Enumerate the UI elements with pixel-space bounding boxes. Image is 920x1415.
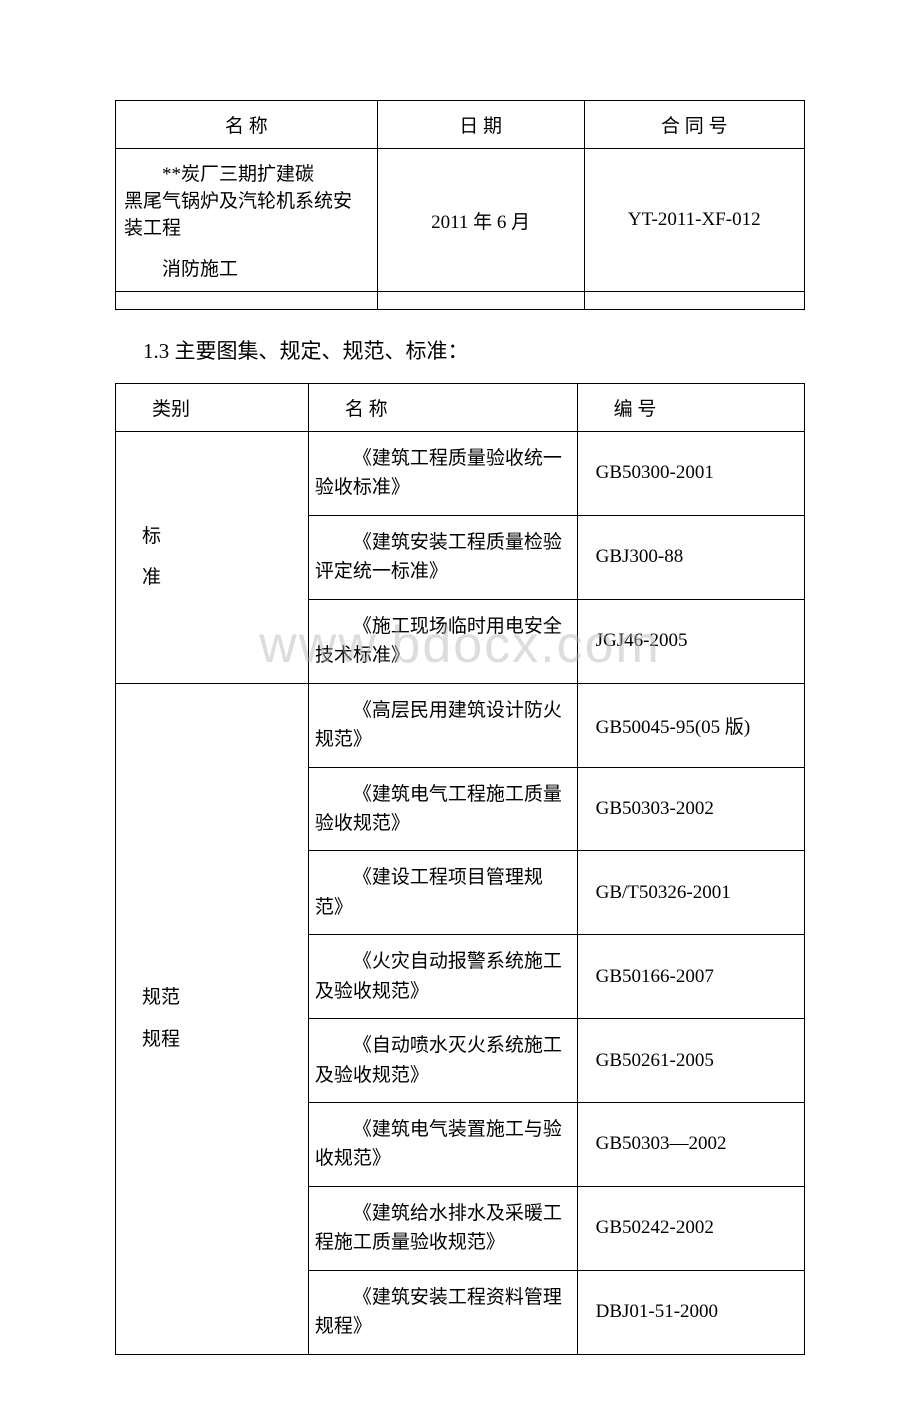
standard-code: GB/T50326-2001: [577, 851, 804, 935]
table-row: **炭厂三期扩建碳 黑尾气锅炉及汽轮机系统安装工程 消防施工 2011 年 6 …: [116, 149, 805, 292]
contract-table: 名 称 日 期 合 同 号 **炭厂三期扩建碳 黑尾气锅炉及汽轮机系统安装工程 …: [115, 100, 805, 310]
header-date: 日 期: [377, 101, 584, 149]
category-cell: 规范 规程: [116, 683, 309, 1354]
standard-name: 《施工现场临时用电安全技术标准》: [308, 599, 577, 683]
standard-name: 《建筑电气装置施工与验收规范》: [308, 1103, 577, 1187]
standard-code: GB50303-2002: [577, 767, 804, 851]
table-header-row: 名 称 日 期 合 同 号: [116, 101, 805, 149]
standard-name: 《建筑给水排水及采暖工程施工质量验收规范》: [308, 1186, 577, 1270]
category-line: 准: [142, 557, 300, 599]
category-line: 规范: [142, 977, 300, 1019]
contract-cell: YT-2011-XF-012: [584, 149, 805, 292]
standard-code: GBJ300-88: [577, 515, 804, 599]
standard-code: DBJ01-51-2000: [577, 1270, 804, 1354]
empty-row: [116, 292, 805, 310]
table-header-row: 类别 名 称 编 号: [116, 384, 805, 432]
standard-name: 《建筑电气工程施工质量验收规范》: [308, 767, 577, 851]
project-name-line1: **炭厂三期扩建碳: [124, 159, 369, 186]
header-name: 名 称: [308, 384, 577, 432]
category-line: 标: [142, 516, 300, 558]
category-cell: 标 准: [116, 432, 309, 684]
category-line: 规程: [142, 1019, 300, 1061]
standard-name: 《建筑安装工程资料管理规程》: [308, 1270, 577, 1354]
standard-code: GB50303—2002: [577, 1103, 804, 1187]
standard-code: GB50242-2002: [577, 1186, 804, 1270]
standard-name: 《火灾自动报警系统施工及验收规范》: [308, 935, 577, 1019]
header-code: 编 号: [577, 384, 804, 432]
standard-name: 《建筑工程质量验收统一验收标准》: [308, 432, 577, 516]
date-cell: 2011 年 6 月: [377, 149, 584, 292]
header-category: 类别: [116, 384, 309, 432]
standard-code: GB50166-2007: [577, 935, 804, 1019]
standard-code: GB50300-2001: [577, 432, 804, 516]
standard-name: 《建设工程项目管理规范》: [308, 851, 577, 935]
standard-code: GB50045-95(05 版): [577, 683, 804, 767]
header-name: 名 称: [116, 101, 378, 149]
header-contract: 合 同 号: [584, 101, 805, 149]
standards-table: 类别 名 称 编 号 标 准 《建筑工程质量验收统一验收标准》 GB50300-…: [115, 383, 805, 1355]
project-name-line3: 消防施工: [124, 254, 369, 281]
standard-name: 《高层民用建筑设计防火规范》: [308, 683, 577, 767]
table-row: 标 准 《建筑工程质量验收统一验收标准》 GB50300-2001: [116, 432, 805, 516]
table-row: 规范 规程 《高层民用建筑设计防火规范》 GB50045-95(05 版): [116, 683, 805, 767]
standard-name: 《自动喷水灭火系统施工及验收规范》: [308, 1019, 577, 1103]
project-name-cell: **炭厂三期扩建碳 黑尾气锅炉及汽轮机系统安装工程 消防施工: [116, 149, 378, 292]
standard-code: GB50261-2005: [577, 1019, 804, 1103]
standard-code: JGJ46-2005: [577, 599, 804, 683]
standard-name: 《建筑安装工程质量检验评定统一标准》: [308, 515, 577, 599]
section-title: 1.3 主要图集、规定、规范、标准：: [143, 335, 805, 365]
project-name-line2: 黑尾气锅炉及汽轮机系统安装工程: [124, 186, 369, 240]
